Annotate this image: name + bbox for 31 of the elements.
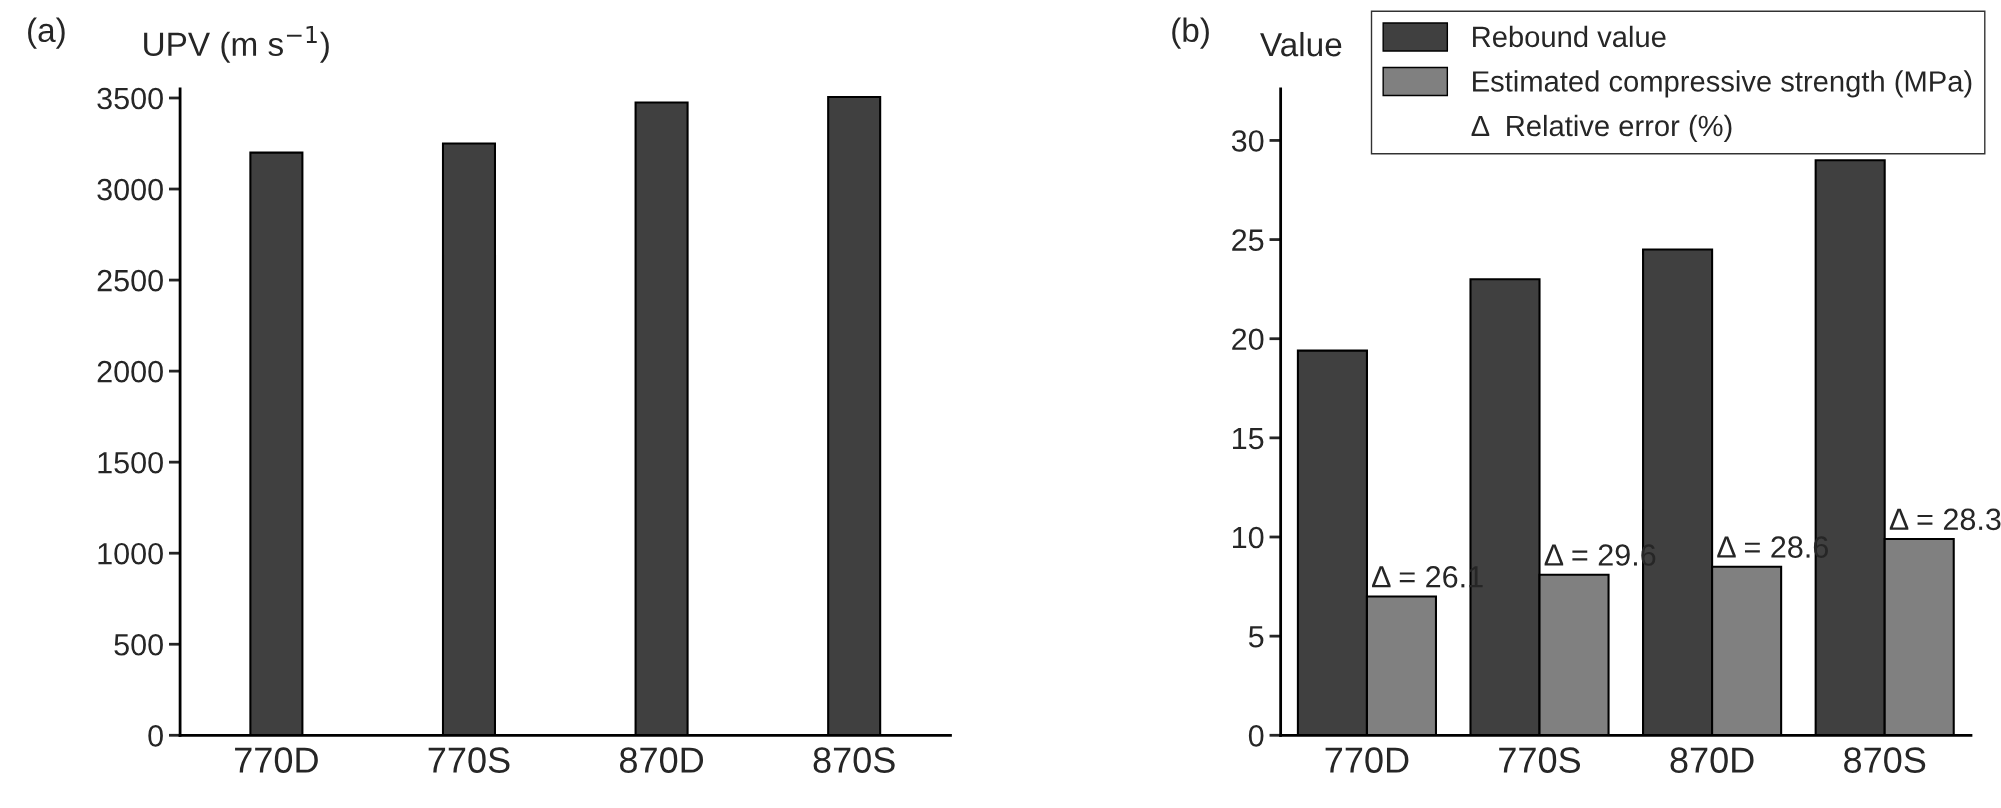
y-tick-label: 5 — [1248, 626, 1264, 648]
chart-title: (a) — [28, 17, 65, 49]
y-tick-label: 500 — [114, 633, 163, 656]
x-tick-label: 770D — [1325, 747, 1409, 773]
legend-label: Rebound value — [1473, 25, 1666, 48]
y-tick-label: 10 — [1233, 526, 1264, 549]
y-tick-label: 2500 — [97, 269, 163, 292]
y-tick-label: 20 — [1232, 328, 1264, 351]
annotation: Δ Relative error (%) — [1471, 114, 1732, 143]
y-tick-label: 1000 — [98, 542, 163, 565]
x-tick-label: 870S — [813, 747, 895, 773]
annotation: Δ = 28.3 — [1889, 508, 2001, 531]
y-tick-label: 3500 — [97, 87, 163, 110]
y-tick-label: 2000 — [97, 360, 163, 383]
chart-title: (b) — [1172, 17, 1209, 49]
y-tick-label: 30 — [1231, 130, 1264, 152]
y-tick-label: 1500 — [98, 451, 163, 474]
y-tick-label: 15 — [1233, 427, 1264, 450]
legend-label: Estimated compressive strength (MPa) — [1473, 70, 1972, 98]
y-axis-title: UPV (m s$^{−1}$) — [144, 26, 329, 63]
x-tick-label: 870D — [619, 747, 704, 773]
x-tick-label: 770S — [1499, 747, 1581, 773]
x-tick-label: 870S — [1844, 747, 1926, 773]
y-tick-label: 0 — [1248, 725, 1264, 747]
x-tick-label: 870D — [1670, 747, 1754, 773]
x-tick-label: 770D — [235, 747, 318, 773]
y-tick-label: 3000 — [97, 178, 163, 201]
x-tick-label: 770S — [428, 747, 510, 773]
y-tick-label: 25 — [1232, 229, 1264, 251]
y-tick-label: 0 — [148, 725, 163, 747]
y-axis-title: Value — [1260, 31, 1342, 57]
